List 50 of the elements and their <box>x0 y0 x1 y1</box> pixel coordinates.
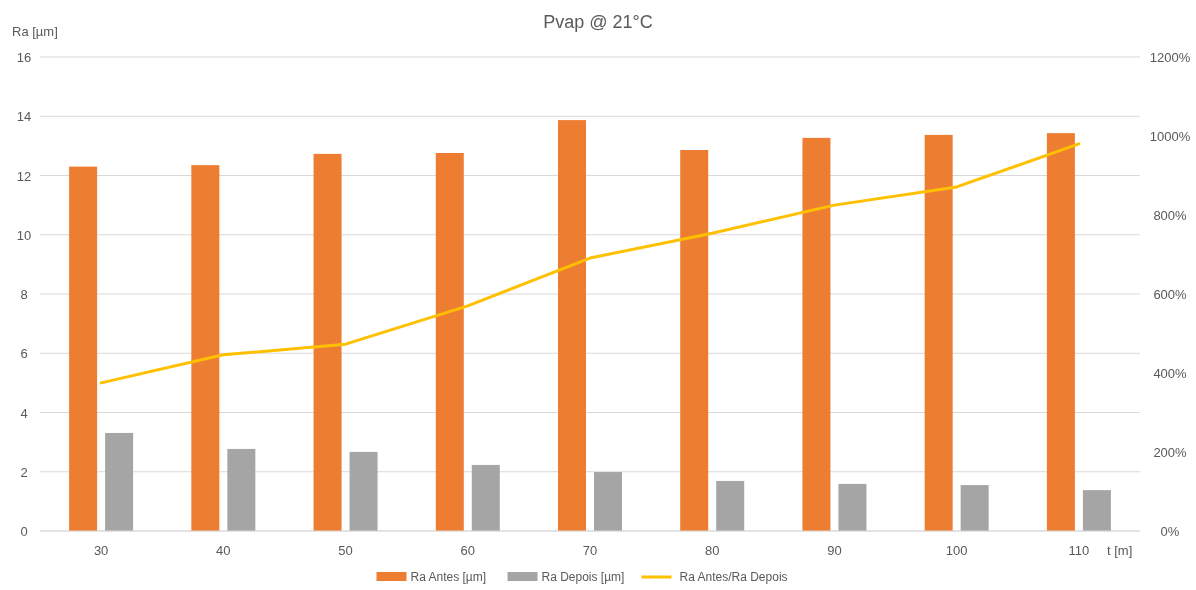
y2-tick-label: 200% <box>1153 445 1188 460</box>
bar <box>1046 133 1075 531</box>
x-tick-label: 60 <box>460 543 476 558</box>
y-tick-label: 2 <box>20 464 28 480</box>
x-tick-label: 100 <box>945 543 968 558</box>
y2-tick-label: 1200% <box>1149 50 1191 65</box>
y-tick-label: 16 <box>16 50 32 65</box>
bar <box>960 485 989 531</box>
y-tick-label: 0 <box>20 524 28 539</box>
y2-tick-label: 1000% <box>1149 129 1191 144</box>
y-axis-title: Ra [µm] <box>12 24 58 39</box>
bar <box>802 137 831 531</box>
x-tick-label: 110 <box>1068 543 1090 558</box>
bar <box>680 150 709 531</box>
x-tick-label: 70 <box>582 543 598 558</box>
y2-tick-label: 600% <box>1153 287 1188 302</box>
bar <box>838 483 867 531</box>
bar <box>191 165 220 531</box>
bar <box>716 480 745 531</box>
legend-label: Ra Depois [µm] <box>541 570 625 584</box>
y2-tick-label: 400% <box>1153 366 1188 381</box>
bar <box>349 451 378 531</box>
y-tick-label: 12 <box>16 168 32 184</box>
y-tick-label: 4 <box>20 405 28 421</box>
bar <box>69 166 98 531</box>
y-tick-label: 10 <box>16 227 32 243</box>
chart-title: Pvap @ 21°C <box>543 12 653 32</box>
bar <box>227 448 256 531</box>
bar <box>105 432 134 531</box>
x-tick-label: 30 <box>93 543 109 558</box>
x-tick-label: 40 <box>216 543 231 558</box>
bar <box>924 134 953 531</box>
y2-tick-label: 800% <box>1153 208 1188 223</box>
y-tick-label: 14 <box>16 109 32 125</box>
x-tick-label: 90 <box>827 543 842 558</box>
y-tick-label: 8 <box>20 287 28 302</box>
line-series <box>99 142 1081 385</box>
bar <box>558 120 586 531</box>
legend-label: Ra Antes [µm] <box>410 570 487 584</box>
bar <box>471 464 500 531</box>
y2-tick-label: 0% <box>1160 524 1180 539</box>
bar <box>594 472 622 531</box>
bar <box>313 153 342 531</box>
bar <box>435 152 464 531</box>
legend-label: Ra Antes/Ra Depois <box>679 570 788 584</box>
bar <box>1082 490 1111 531</box>
y-tick-label: 6 <box>20 346 28 362</box>
x-axis-title: t [m] <box>1107 543 1133 558</box>
x-tick-label: 50 <box>338 543 353 558</box>
x-tick-label: 80 <box>704 543 720 558</box>
